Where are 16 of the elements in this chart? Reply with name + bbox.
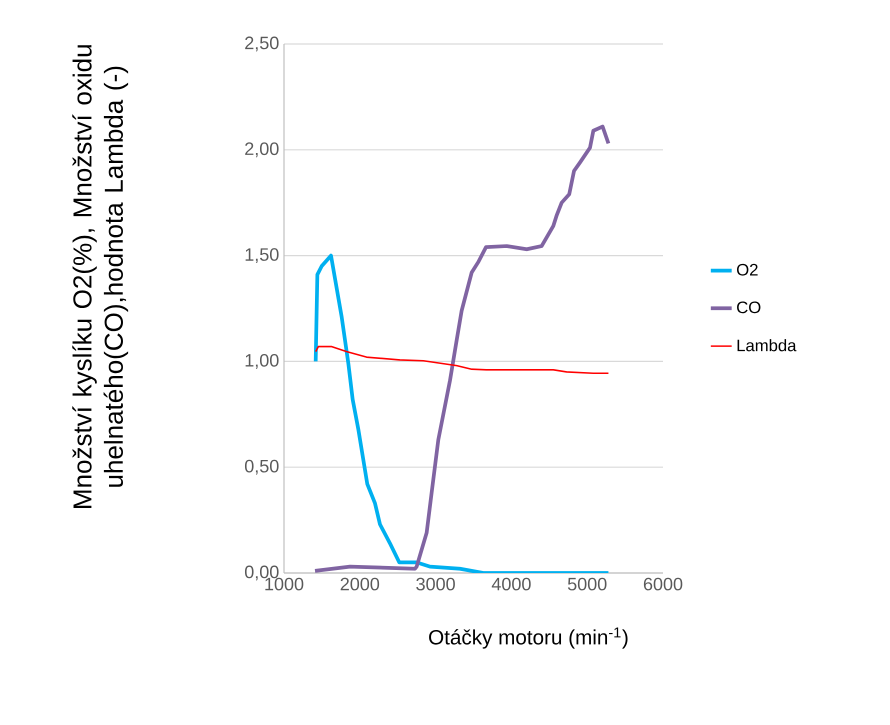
y-tick-label: 0,50 (244, 460, 279, 475)
y-tick-label: 1,00 (246, 354, 279, 369)
legend-label: CO (737, 301, 760, 314)
x-tick-label: 5000 (568, 578, 607, 590)
x-axis-title: Otáčky motoru (min$^{-1}$) (429, 627, 628, 649)
y-tick-label: 2,50 (245, 36, 279, 52)
legend-label: O2 (737, 264, 758, 276)
x-tick-label: 2000 (340, 578, 380, 590)
y-tick-label: 1,50 (246, 248, 279, 264)
x-tick-label: 4000 (492, 578, 531, 590)
x-tick-label: 3000 (416, 578, 455, 590)
line-series (314, 346, 610, 374)
y-axis-title: Množství kyslíku O2(%), Množství oxidu uhelnatého(CO),hodnota Lambda (-) (72, 45, 128, 508)
x-tick-label: 6000 (644, 578, 682, 590)
y-tick-label: 2,00 (245, 142, 279, 158)
legend-label: Lambda (738, 339, 796, 352)
